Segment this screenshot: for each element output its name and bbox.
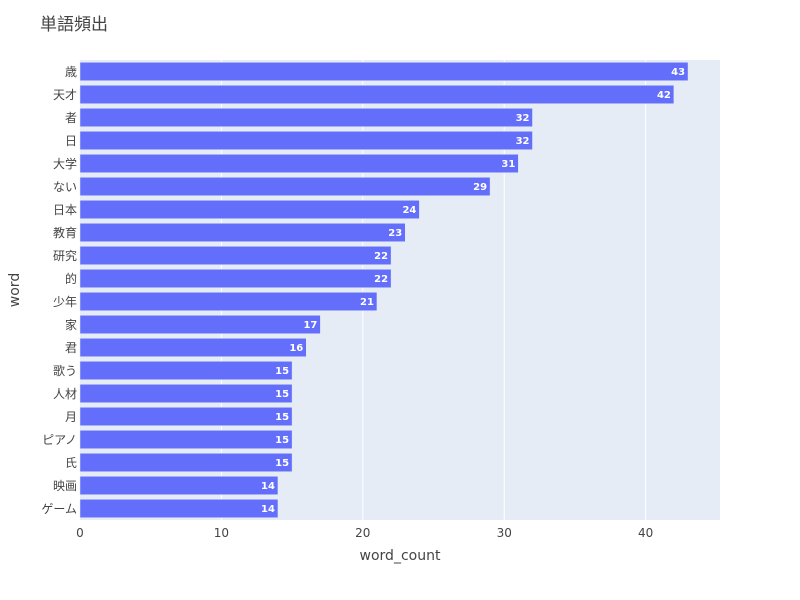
bar-value-label: 16 <box>289 343 303 354</box>
bar-value-label: 42 <box>657 90 671 101</box>
bar-value-label: 15 <box>275 435 289 446</box>
x-axis-title: word_count <box>360 548 441 564</box>
y-tick-label: 月 <box>65 410 77 424</box>
bar-value-label: 15 <box>275 366 289 377</box>
y-tick-label: 大学 <box>53 156 77 171</box>
bar-value-label: 23 <box>388 228 402 239</box>
x-tick-label: 30 <box>497 526 512 540</box>
bar-value-label: 43 <box>671 67 685 78</box>
bar-value-label: 29 <box>473 182 487 193</box>
y-tick-label: ピアノ <box>42 433 77 447</box>
y-tick-label: 日本 <box>53 203 77 217</box>
y-tick-label: 天才 <box>53 88 77 102</box>
y-axis-title: word <box>7 273 23 307</box>
x-tick-label: 40 <box>638 526 653 540</box>
y-tick-label: ゲーム <box>41 502 77 516</box>
bar-1[interactable] <box>79 62 689 81</box>
bar-17[interactable] <box>79 430 293 449</box>
bar-value-label: 24 <box>402 205 416 216</box>
y-tick-label: 人材 <box>53 387 77 401</box>
bar-value-label: 14 <box>261 504 275 515</box>
bar-5[interactable] <box>79 154 519 173</box>
y-tick-label: 者 <box>65 111 77 125</box>
bar-9[interactable] <box>79 246 392 265</box>
bar-20[interactable] <box>79 499 279 518</box>
bar-value-label: 15 <box>275 389 289 400</box>
bar-value-label: 32 <box>516 136 530 147</box>
bar-11[interactable] <box>79 292 378 311</box>
y-tick-label: 君 <box>65 341 77 355</box>
bar-value-label: 22 <box>374 251 388 262</box>
bar-8[interactable] <box>79 223 406 242</box>
x-tick-label: 10 <box>214 526 229 540</box>
bar-2[interactable] <box>79 85 675 104</box>
bar-value-label: 14 <box>261 481 275 492</box>
bar-4[interactable] <box>79 131 533 150</box>
bar-3[interactable] <box>79 108 533 127</box>
bar-value-label: 32 <box>516 113 530 124</box>
bar-15[interactable] <box>79 384 293 403</box>
bar-14[interactable] <box>79 361 293 380</box>
y-tick-label: 的 <box>65 271 77 286</box>
y-tick-label: 歌う <box>53 363 77 378</box>
x-tick-label: 20 <box>355 526 370 540</box>
chart-title: 単語頻出 <box>40 15 108 35</box>
x-tick-label: 0 <box>76 526 84 540</box>
bar-7[interactable] <box>79 200 420 219</box>
bar-6[interactable] <box>79 177 491 196</box>
y-tick-label: 少年 <box>53 295 77 309</box>
y-tick-label: 映画 <box>53 479 77 493</box>
bar-19[interactable] <box>79 476 279 495</box>
x-tick-labels: 0 10 20 30 40 <box>76 526 653 540</box>
y-tick-label: 研究 <box>53 248 77 263</box>
bar-value-label: 22 <box>374 274 388 285</box>
y-tick-label: 教育 <box>53 225 77 240</box>
bar-value-label: 15 <box>275 412 289 423</box>
bars <box>79 62 689 518</box>
bar-12[interactable] <box>79 315 321 334</box>
bar-18[interactable] <box>79 453 293 472</box>
bar-value-label: 31 <box>501 159 515 170</box>
y-tick-label: 氏 <box>65 456 77 470</box>
y-tick-label: 日 <box>65 134 77 148</box>
plot-background <box>80 60 720 520</box>
y-tick-label: 家 <box>65 317 77 332</box>
bar-value-label: 17 <box>303 320 317 331</box>
bar-16[interactable] <box>79 407 293 426</box>
y-tick-label: ない <box>53 180 77 194</box>
bar-value-label: 21 <box>360 297 374 308</box>
y-tick-label: 歳 <box>65 65 77 79</box>
bar-value-label: 15 <box>275 458 289 469</box>
bar-10[interactable] <box>79 269 392 288</box>
bar-13[interactable] <box>79 338 307 357</box>
bar-labels: 43 42 32 32 31 29 24 23 22 22 21 17 16 15 15 15 15 15 14 14 <box>261 67 685 515</box>
